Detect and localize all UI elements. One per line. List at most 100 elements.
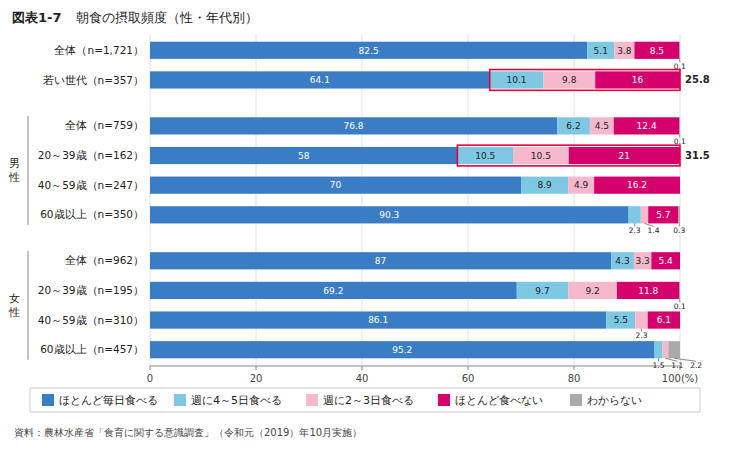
category-label: 20～39歳（n=195）	[38, 284, 144, 296]
bar-segment	[655, 341, 663, 358]
category-label: 60歳以上（n=350）	[40, 208, 144, 220]
data-label: 2.2	[690, 361, 702, 370]
category-label: 40～59歳（n=310）	[38, 314, 144, 326]
data-label: 76.8	[343, 121, 363, 131]
x-axis: 020406080100(%)	[147, 366, 698, 384]
bar-segment	[457, 147, 513, 164]
tick-label: 100(%)	[662, 373, 698, 384]
title: 朝食の摂取頻度（性・年代別）	[76, 10, 258, 25]
bar-segment	[663, 341, 669, 358]
bar-segment	[568, 177, 594, 194]
data-label: 2.3	[629, 226, 641, 235]
data-label: 95.2	[392, 345, 412, 355]
bar-segment	[568, 282, 617, 299]
data-label: 64.1	[310, 75, 330, 85]
group-label-char: 性	[8, 306, 20, 319]
legend-swatch	[438, 394, 450, 406]
category-label: 全体（n=962）	[65, 254, 145, 266]
bar-segment	[614, 117, 680, 134]
bar-segment	[634, 252, 651, 269]
legend-swatch	[570, 394, 582, 406]
data-label: 9.7	[535, 286, 549, 296]
bar-segment	[668, 341, 680, 358]
legend-label: わからない	[587, 394, 642, 407]
data-label: 5.5	[614, 315, 628, 325]
group-bracket	[28, 116, 29, 225]
data-label: 1.4	[648, 226, 660, 235]
bar-segment	[635, 311, 647, 328]
groups: 男性女性	[8, 116, 29, 360]
tick-mark	[256, 366, 257, 370]
bar-segment	[679, 117, 680, 134]
bar-segment	[490, 71, 544, 88]
tick-label: 20	[250, 373, 263, 384]
bar-segment	[617, 282, 680, 299]
data-labels: 82.55.13.88.50.164.110.19.81676.86.24.51…	[298, 46, 702, 370]
bar-segment	[651, 252, 680, 269]
bar-segment	[648, 206, 678, 223]
legend-box	[30, 388, 700, 412]
group-label: 女性	[8, 292, 20, 319]
highlight-label: 31.5	[685, 150, 710, 161]
y-axis: 全体（n=1,721）若い世代（n=357）全体（n=759）20～39歳（n=…	[38, 44, 144, 355]
tick-mark	[468, 366, 469, 370]
data-label: 2.3	[636, 331, 648, 340]
tick-mark	[362, 366, 363, 370]
bar-segment	[150, 282, 517, 299]
data-label: 82.5	[359, 46, 379, 56]
group-label-char: 女	[9, 292, 20, 305]
data-label: 0.1	[674, 302, 686, 311]
data-label: 58	[298, 151, 310, 161]
axis-line	[150, 366, 680, 367]
bar-segment	[557, 117, 590, 134]
data-label: 5.4	[659, 256, 674, 266]
data-label: 9.8	[562, 75, 577, 85]
category-label: 40～59歳（n=247）	[38, 179, 144, 191]
data-label: 11.8	[638, 286, 658, 296]
data-label: 12.4	[637, 121, 657, 131]
bar-segment	[648, 311, 680, 328]
category-label: 20～39歳（n=162）	[38, 149, 144, 161]
group-label-char: 男	[9, 157, 20, 170]
bar-segment	[590, 117, 614, 134]
data-label: 16.2	[627, 180, 647, 190]
tick-label: 40	[356, 373, 369, 384]
data-label: 70	[330, 180, 342, 190]
legend-swatch	[174, 394, 186, 406]
bar-segment	[150, 71, 490, 88]
data-label: 8.9	[537, 180, 552, 190]
legend-swatch	[42, 394, 54, 406]
tick-label: 60	[462, 373, 475, 384]
category-label: 全体（n=759）	[65, 119, 145, 131]
bar-segment	[594, 177, 680, 194]
data-label: 10.5	[475, 151, 495, 161]
bar-segment	[611, 252, 634, 269]
highlight-label: 25.8	[685, 74, 710, 85]
legend-label: 週に2～3日食べる	[323, 394, 414, 407]
tick-label: 0	[147, 373, 153, 384]
bar-segment	[150, 206, 629, 223]
bar-segment	[614, 42, 634, 59]
data-label: 4.3	[615, 256, 629, 266]
data-label: 9.2	[585, 286, 599, 296]
data-label: 21	[619, 151, 630, 161]
bar-segment	[629, 206, 641, 223]
highlights: 25.8 31.5	[457, 70, 709, 166]
chart: 図表1-7朝食の摂取頻度（性・年代別）020406080100(%)82.55.…	[0, 0, 730, 451]
bar-segment	[679, 282, 680, 299]
bar-segment	[587, 42, 614, 59]
data-label: 90.3	[379, 210, 399, 220]
legend: ほとんど毎日食べる週に4～5日食べる週に2～3日食べるほとんど食べないわからない	[30, 388, 700, 412]
tick-mark	[574, 366, 575, 370]
bar-segment	[150, 341, 655, 358]
data-label: 5.7	[656, 210, 670, 220]
bar-segment	[513, 147, 569, 164]
figure-label: 図表1-7	[12, 10, 62, 25]
data-label: 3.3	[635, 256, 649, 266]
data-label: 5.1	[594, 46, 608, 56]
legend-label: 週に4～5日食べる	[191, 394, 282, 407]
highlight-box	[490, 70, 680, 91]
category-label: 60歳以上（n=457）	[40, 343, 144, 355]
bar-segment	[595, 71, 680, 88]
bar-segment	[150, 42, 587, 59]
